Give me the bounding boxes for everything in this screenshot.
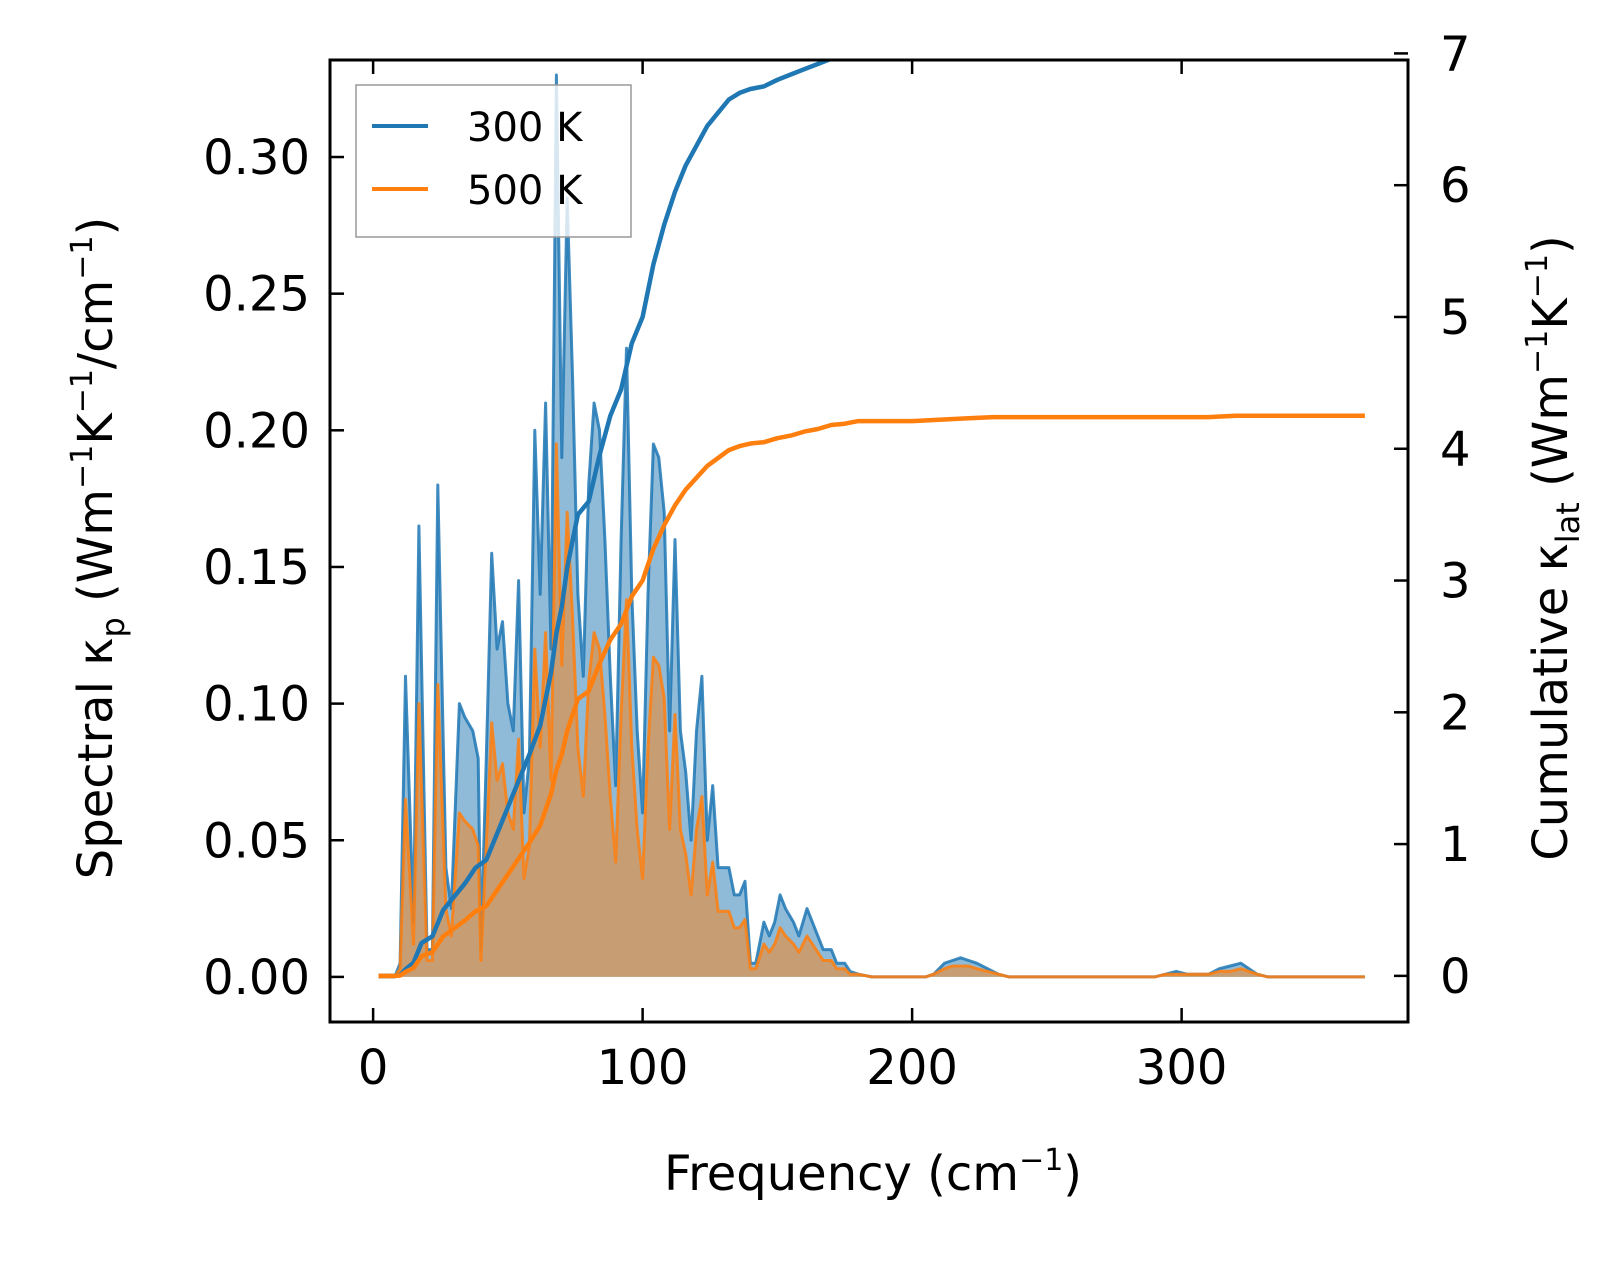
y-left-tick-label: 0.05 — [203, 813, 310, 869]
y-right-tick-label: 3 — [1440, 554, 1471, 610]
plot-frame — [328, 58, 1410, 1024]
legend-label-500k: 500 K — [467, 168, 584, 214]
spectral-area-500k — [378, 444, 1365, 977]
legend-box — [355, 84, 632, 238]
y-right-tick-label: 2 — [1440, 685, 1471, 741]
y-left-tick-label: 0.15 — [203, 540, 310, 596]
plot-area — [378, 60, 1365, 979]
y-left-tick-label: 0.25 — [203, 267, 310, 323]
x-tick-label: 0 — [358, 1040, 389, 1096]
y-right-tick-label: 7 — [1440, 26, 1471, 82]
y-right-tick-label: 4 — [1440, 422, 1471, 478]
y-right-axis-label: Cumulative κlat (Wm−1K−1) — [1520, 235, 1587, 860]
y-right-tick-label: 6 — [1440, 158, 1471, 214]
y-left-tick-label: 0.20 — [203, 403, 310, 459]
x-tick-label: 100 — [597, 1040, 689, 1096]
x-tick-label: 200 — [866, 1040, 958, 1096]
spectral-line-300k — [378, 73, 1365, 979]
y-right-tick-label: 0 — [1440, 949, 1471, 1005]
y-left-tick-label: 0.30 — [203, 130, 310, 186]
series-group — [378, 60, 1365, 979]
axes: 0 100 200 300 0.00 0.05 0.10 0.15 0.20 0.25 0.30 0 1… — [203, 26, 1470, 1096]
y-left-axis-label: Spectral κp (Wm−1K−1/cm−1) — [65, 217, 132, 879]
y-left-tick-label: 0.00 — [203, 950, 310, 1006]
y-right-tick-label: 5 — [1440, 290, 1471, 346]
y-left-tick-label: 0.10 — [203, 677, 310, 733]
cumulative-line-300k — [378, 60, 835, 979]
cumulative-line-500k — [378, 413, 1365, 979]
x-axis-label: Frequency (cm−1) — [664, 1143, 1082, 1202]
x-tick-label: 300 — [1136, 1040, 1228, 1096]
legend: 300 K 500 K — [355, 84, 632, 238]
legend-label-300k: 300 K — [467, 105, 584, 151]
y-right-tick-label: 1 — [1440, 817, 1471, 873]
spectral-line-500k — [378, 442, 1365, 979]
